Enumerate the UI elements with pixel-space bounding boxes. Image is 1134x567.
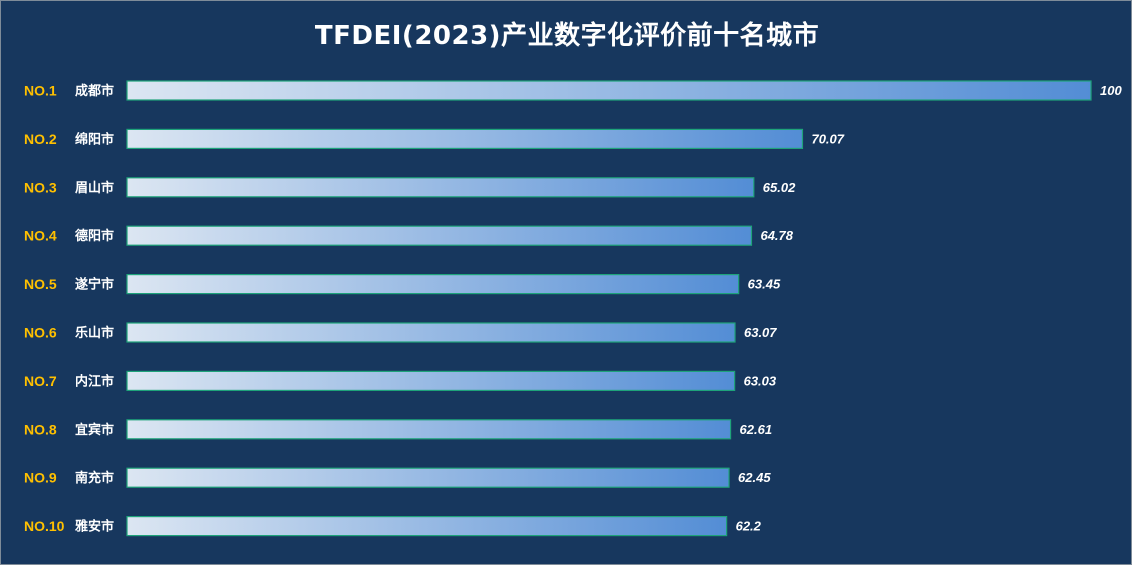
value-label: 62.45 <box>738 470 771 485</box>
city-label: 绵阳市 <box>75 131 114 147</box>
value-label: 70.07 <box>811 131 844 146</box>
value-label: 100 <box>1100 83 1122 98</box>
city-label: 眉山市 <box>75 180 114 196</box>
city-label: 遂宁市 <box>75 277 114 293</box>
city-label: 南充市 <box>75 470 114 486</box>
rank-label: NO.1 <box>24 83 57 99</box>
bar <box>126 419 732 440</box>
value-label: 63.45 <box>748 277 781 292</box>
city-label: 乐山市 <box>75 325 114 341</box>
bar <box>126 177 755 198</box>
city-label: 成都市 <box>75 83 114 99</box>
rank-label: NO.2 <box>24 131 57 147</box>
city-label: 宜宾市 <box>75 422 114 438</box>
bar <box>126 274 740 295</box>
bar <box>126 128 804 149</box>
rank-label: NO.4 <box>24 228 57 244</box>
rank-label: NO.9 <box>24 470 57 486</box>
bar-rows: NO.1 成都市 100 NO.2 绵阳市 70.07 NO.3 眉山市 65.02 NO.4 德阳… <box>24 80 1122 537</box>
rank-label: NO.3 <box>24 179 57 195</box>
value-label: 62.61 <box>740 422 773 437</box>
bar <box>126 322 736 343</box>
value-label: 63.03 <box>744 373 777 388</box>
chart-title: TFDEI(2023)产业数字化评价前十名城市 <box>314 21 820 51</box>
rank-label: NO.7 <box>24 373 57 389</box>
bar <box>126 467 730 488</box>
rank-label: NO.8 <box>24 421 57 437</box>
value-label: 65.02 <box>763 180 796 195</box>
rank-label: NO.6 <box>24 325 57 341</box>
bar <box>126 225 753 246</box>
city-label: 德阳市 <box>75 228 114 244</box>
bar <box>126 515 728 537</box>
value-label: 64.78 <box>760 228 793 243</box>
city-label: 内江市 <box>75 373 114 389</box>
value-label: 62.2 <box>736 519 762 534</box>
bar <box>126 80 1092 101</box>
value-label: 63.07 <box>744 325 777 340</box>
rank-label: NO.10 <box>24 518 65 534</box>
bar <box>126 370 736 391</box>
city-label: 雅安市 <box>75 519 114 535</box>
rank-label: NO.5 <box>24 276 57 292</box>
